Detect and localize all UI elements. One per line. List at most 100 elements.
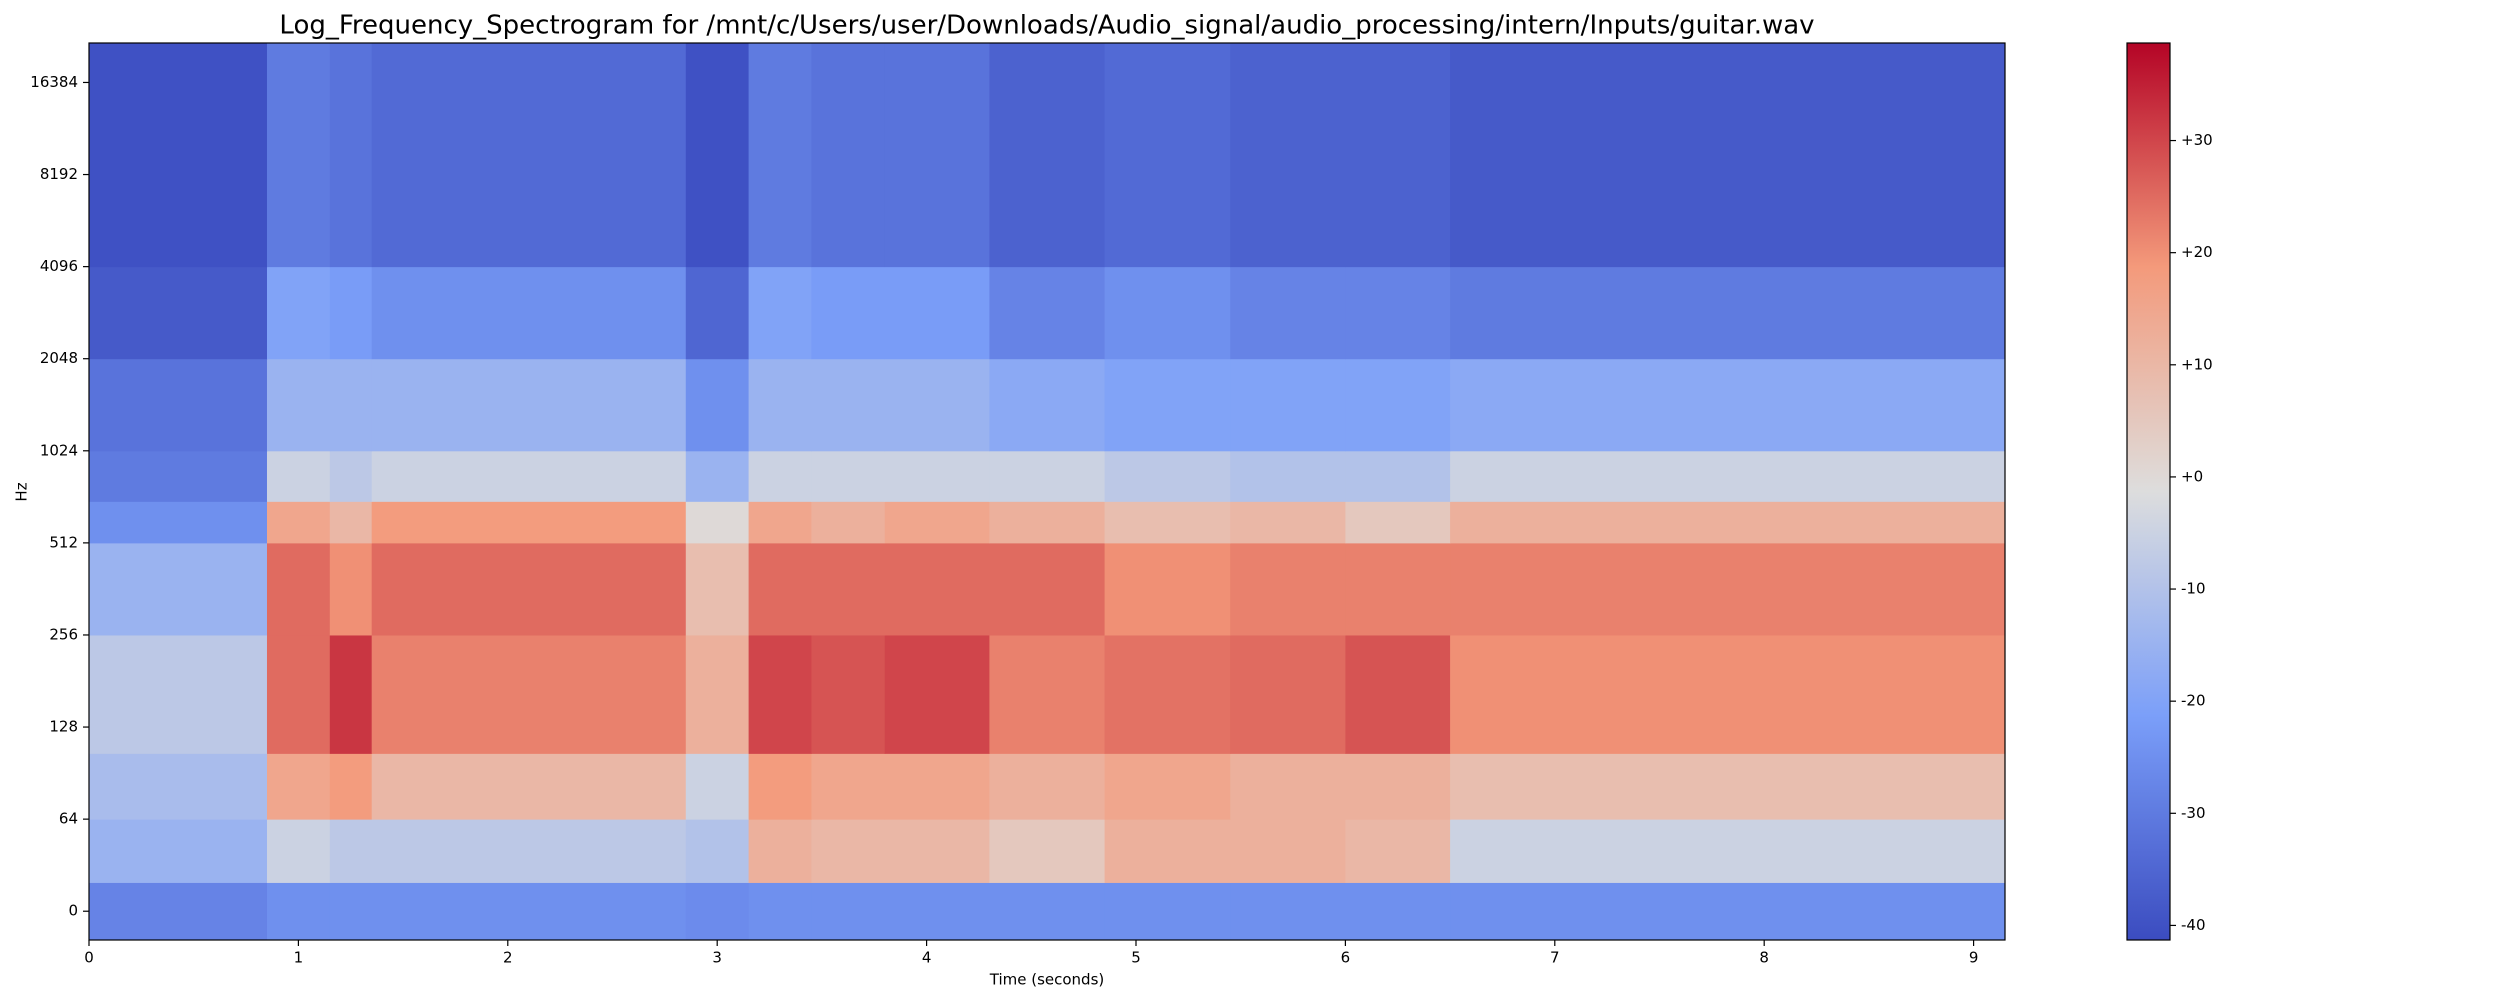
heatmap-cell bbox=[266, 358, 331, 452]
heatmap-cell bbox=[266, 450, 331, 502]
heatmap-cell bbox=[1345, 753, 1451, 820]
heatmap-cell bbox=[89, 266, 268, 360]
x-tick-label: 3 bbox=[712, 949, 722, 967]
heatmap-cell bbox=[1104, 266, 1231, 360]
heatmap-cell bbox=[884, 542, 990, 636]
x-tick-label: 7 bbox=[1550, 949, 1560, 967]
heatmap-cell bbox=[371, 43, 687, 268]
heatmap-cell bbox=[989, 450, 1106, 502]
heatmap-cell bbox=[1230, 450, 1346, 502]
heatmap-cell bbox=[1230, 819, 1346, 883]
heatmap-cell bbox=[989, 819, 1106, 883]
heatmap-cell bbox=[884, 819, 990, 883]
heatmap-cell bbox=[1230, 542, 1346, 636]
heatmap-cell bbox=[1450, 266, 2006, 360]
heatmap-cell bbox=[1450, 450, 2006, 502]
heatmap-cell bbox=[685, 634, 750, 754]
heatmap-cell bbox=[266, 501, 331, 544]
heatmap-cell bbox=[884, 501, 990, 544]
heatmap-cell bbox=[989, 43, 1106, 268]
heatmap-cell bbox=[89, 43, 268, 268]
heatmap-cell bbox=[89, 882, 268, 941]
heatmap-cell bbox=[329, 501, 373, 544]
x-tick-label: 8 bbox=[1759, 949, 1769, 967]
heatmap-cell bbox=[371, 358, 687, 452]
heatmap-cell bbox=[811, 819, 886, 883]
heatmap-cell bbox=[884, 358, 990, 452]
heatmap-cell bbox=[89, 542, 268, 636]
heatmap-cell bbox=[748, 542, 812, 636]
heatmap-cell bbox=[811, 358, 886, 452]
heatmap-cell bbox=[329, 753, 373, 820]
x-tick-label: 0 bbox=[84, 949, 94, 967]
heatmap-cell bbox=[884, 266, 990, 360]
heatmap-cell bbox=[1104, 43, 1231, 268]
heatmap-cell bbox=[329, 542, 373, 636]
colorbar-tick-label: +20 bbox=[2181, 243, 2213, 261]
x-tick-label: 6 bbox=[1341, 949, 1351, 967]
heatmap-cell bbox=[1345, 634, 1451, 754]
heatmap-cell bbox=[748, 501, 812, 544]
chart-title: Log_Frequency_Spectrogram for /mnt/c/Use… bbox=[279, 11, 1814, 41]
heatmap-cell bbox=[748, 819, 812, 883]
heatmap-cell bbox=[1450, 882, 2006, 941]
heatmap-cell bbox=[329, 450, 373, 502]
heatmap-cell bbox=[989, 882, 1106, 941]
heatmap-cell bbox=[1230, 501, 1346, 544]
colorbar-tick-label: -30 bbox=[2181, 804, 2206, 822]
heatmap-cell bbox=[266, 634, 331, 754]
heatmap-cell bbox=[266, 266, 331, 360]
y-tick-label: 256 bbox=[49, 625, 78, 643]
heatmap-cell bbox=[1104, 501, 1231, 544]
y-tick-label: 16384 bbox=[30, 73, 78, 91]
axes: 0 1 2 3 4 5 6 7 8 9 0 64 128 256 512 1024 2048 4096 8192 16… bbox=[30, 42, 2213, 967]
heatmap-cell bbox=[748, 358, 812, 452]
heatmap-cell bbox=[685, 266, 750, 360]
heatmap-cell bbox=[329, 266, 373, 360]
heatmap-cell bbox=[1345, 43, 1451, 268]
heatmap-cell bbox=[685, 450, 750, 502]
heatmap-cell bbox=[748, 753, 812, 820]
heatmap-cell bbox=[748, 634, 812, 754]
heatmap-cell bbox=[266, 819, 331, 883]
y-tick-label: 512 bbox=[49, 533, 78, 551]
y-tick-label: 2048 bbox=[40, 349, 78, 367]
heatmap-cell bbox=[266, 43, 331, 268]
heatmap-cell bbox=[371, 753, 687, 820]
colorbar-tick-label: +10 bbox=[2181, 355, 2213, 373]
colorbar-tick-label: +30 bbox=[2181, 131, 2213, 149]
heatmap-cell bbox=[1230, 882, 1346, 941]
heatmap-cell bbox=[1450, 501, 2006, 544]
plot-frame bbox=[88, 42, 2006, 941]
heatmap-cell bbox=[1345, 819, 1451, 883]
heatmap-cell bbox=[1450, 634, 2006, 754]
heatmap-cell bbox=[89, 501, 268, 544]
heatmap-cell bbox=[89, 634, 268, 754]
heatmap-cell bbox=[1104, 819, 1231, 883]
heatmap-cell bbox=[89, 819, 268, 883]
heatmap-cell bbox=[371, 634, 687, 754]
heatmap-cell bbox=[1104, 542, 1231, 636]
heatmap-cell bbox=[1230, 266, 1346, 360]
heatmap-cell bbox=[266, 753, 331, 820]
colorbar-tick-label: +0 bbox=[2181, 467, 2203, 485]
y-tick-label: 8192 bbox=[40, 165, 78, 183]
heatmap-cell bbox=[685, 753, 750, 820]
heatmap-cell bbox=[811, 266, 886, 360]
heatmap-cell bbox=[748, 266, 812, 360]
heatmap-cell bbox=[371, 542, 687, 636]
heatmap-cell bbox=[811, 450, 886, 502]
heatmap-cell bbox=[685, 501, 750, 544]
heatmap-cell bbox=[989, 753, 1106, 820]
heatmap-cell bbox=[1345, 450, 1451, 502]
y-tick-label: 4096 bbox=[40, 257, 78, 275]
y-tick-label: 64 bbox=[59, 810, 78, 828]
heatmap-cell bbox=[1450, 753, 2006, 820]
heatmap-cell bbox=[685, 43, 750, 268]
heatmap-cell bbox=[89, 753, 268, 820]
heatmap-cell bbox=[811, 43, 886, 268]
y-tick-label: 128 bbox=[49, 718, 78, 736]
heatmap-cell bbox=[685, 542, 750, 636]
colorbar bbox=[2126, 42, 2171, 941]
